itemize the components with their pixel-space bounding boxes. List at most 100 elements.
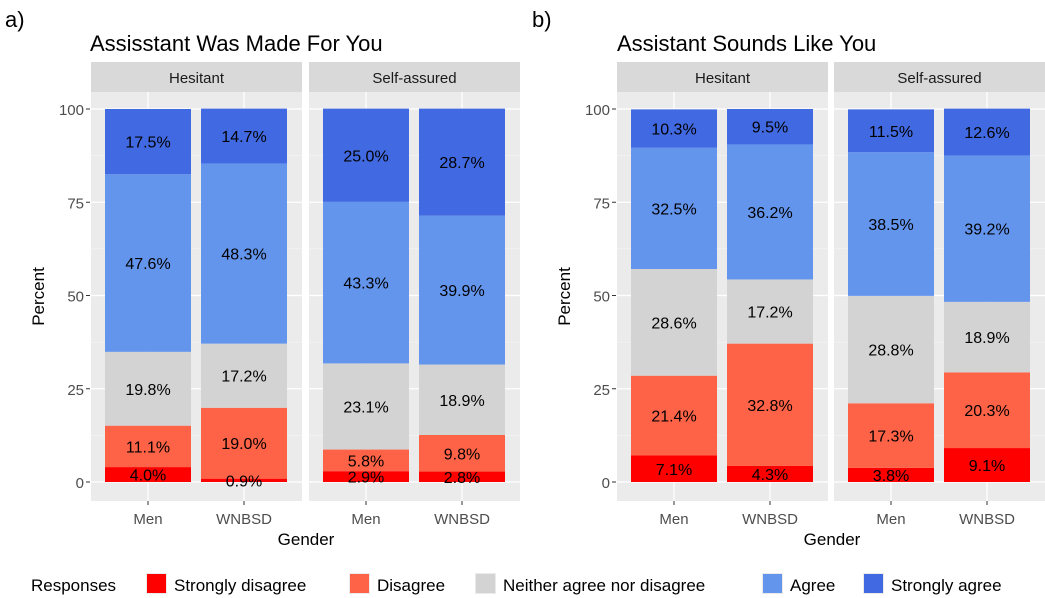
facet-strip-label: Hesitant bbox=[695, 70, 751, 87]
y-tick-label: 25 bbox=[593, 382, 610, 399]
bar-segment bbox=[944, 155, 1030, 302]
data-label: 38.5% bbox=[868, 217, 913, 234]
chart-title: Assistant Sounds Like You bbox=[617, 31, 876, 56]
y-tick-label: 100 bbox=[59, 102, 84, 119]
bar-segment bbox=[201, 343, 287, 408]
data-label: 9.1% bbox=[969, 458, 1005, 475]
legend-label: Strongly agree bbox=[891, 576, 1002, 595]
facet-self-assured: Self-assured 2.9%5.8% 23.1% 43.3% 25.0% Men 2.… bbox=[309, 62, 520, 528]
bar-segment bbox=[944, 301, 1030, 373]
data-label: 9.5% bbox=[752, 120, 788, 137]
bar-segment bbox=[201, 478, 287, 482]
bar-segment bbox=[105, 425, 191, 468]
bar-segment bbox=[848, 467, 934, 482]
bar-segment bbox=[944, 448, 1030, 482]
data-label: 12.6% bbox=[964, 125, 1009, 142]
y-tick-label: 75 bbox=[593, 195, 610, 212]
facet-strip-label: Self-assured bbox=[897, 70, 981, 87]
legend-label: Strongly disagree bbox=[174, 576, 306, 595]
bar-segment bbox=[848, 403, 934, 468]
bar-segment bbox=[419, 108, 505, 216]
data-label: 14.7% bbox=[221, 129, 266, 146]
data-label: 36.2% bbox=[747, 205, 792, 222]
data-label: 2.8% bbox=[444, 470, 480, 487]
bar-segment bbox=[419, 435, 505, 472]
bar-segment bbox=[727, 279, 813, 344]
data-label: 39.9% bbox=[439, 283, 484, 300]
x-axis-title: Gender bbox=[278, 530, 335, 549]
facet-strip-label: Self-assured bbox=[372, 70, 456, 87]
legend-swatch bbox=[147, 574, 166, 593]
facet-strip bbox=[91, 62, 302, 92]
y-tick-label: 50 bbox=[67, 289, 84, 306]
facet-hesitant: Hesitant 7.1% 21.4% 28.6% 32.5% 10.3% Men 4.3% 3… bbox=[617, 62, 828, 528]
x-tick-label: Men bbox=[351, 511, 380, 528]
panel-tag: b) bbox=[532, 7, 552, 32]
bar-segment bbox=[105, 109, 191, 175]
y-axis-title: Percent bbox=[29, 267, 48, 326]
bar-segment bbox=[419, 215, 505, 365]
facet-strip bbox=[309, 62, 520, 92]
x-tick-label: Men bbox=[133, 511, 162, 528]
legend-item: Disagree bbox=[349, 573, 445, 595]
data-label: 18.9% bbox=[964, 330, 1009, 347]
bar-segment bbox=[323, 471, 409, 482]
data-label: 4.3% bbox=[752, 467, 788, 484]
data-label: 43.3% bbox=[343, 276, 388, 293]
y-tick-label: 0 bbox=[602, 475, 610, 492]
data-label: 11.5% bbox=[869, 124, 913, 141]
bar-segment bbox=[727, 465, 813, 482]
bar-segment bbox=[323, 201, 409, 364]
bar-segment bbox=[727, 144, 813, 280]
chart-panel-a: a) Assisstant Was Made For You Percent 0 25 5… bbox=[5, 7, 520, 549]
data-label: 32.8% bbox=[747, 398, 792, 415]
bar-segment bbox=[944, 372, 1030, 449]
bar-segment bbox=[323, 108, 409, 202]
data-label: 28.8% bbox=[868, 343, 913, 360]
bar-segment bbox=[201, 407, 287, 479]
bar-segment bbox=[105, 174, 191, 352]
legend: Responses Strongly disagree Disagree Neithe… bbox=[31, 573, 1002, 595]
bar-segment bbox=[631, 269, 717, 376]
y-tick-label: 0 bbox=[76, 475, 84, 492]
bar-segment bbox=[419, 364, 505, 436]
legend-swatch bbox=[476, 574, 495, 593]
legend-item: Agree bbox=[762, 573, 835, 595]
bar-segment bbox=[323, 449, 409, 472]
bar-segment bbox=[631, 375, 717, 456]
legend-swatch bbox=[350, 574, 369, 593]
data-label: 21.4% bbox=[651, 409, 696, 426]
data-label: 25.0% bbox=[343, 148, 388, 165]
data-label: 18.9% bbox=[439, 393, 484, 410]
y-tick-label: 50 bbox=[593, 289, 610, 306]
bar-segment bbox=[631, 455, 717, 482]
data-label: 17.2% bbox=[221, 369, 266, 386]
facet-self-assured: Self-assured 3.8% 17.3% 28.8% 38.5% 11.5% Men 9… bbox=[834, 62, 1045, 528]
data-label: 5.8% bbox=[348, 453, 384, 470]
data-label: 0.9% bbox=[226, 473, 262, 490]
facet-strip bbox=[617, 62, 828, 92]
y-tick-label: 100 bbox=[585, 102, 610, 119]
legend-swatch bbox=[763, 574, 782, 593]
x-tick-label: WNBSD bbox=[959, 511, 1015, 528]
bar-segment bbox=[727, 109, 813, 145]
bar-segment bbox=[201, 108, 287, 164]
data-label: 10.3% bbox=[651, 122, 696, 139]
data-label: 7.1% bbox=[656, 462, 692, 479]
bar-segment bbox=[201, 163, 287, 344]
data-label: 2.9% bbox=[348, 470, 384, 487]
legend-title: Responses bbox=[31, 576, 116, 595]
data-label: 19.0% bbox=[221, 436, 266, 453]
data-label: 28.6% bbox=[651, 315, 696, 332]
x-tick-label: WNBSD bbox=[216, 511, 272, 528]
bar-segment bbox=[727, 343, 813, 466]
chart-panel-b: b) Assistant Sounds Like You Percent 0 25 50 7… bbox=[532, 7, 1045, 549]
x-tick-label: Men bbox=[876, 511, 905, 528]
data-label: 17.3% bbox=[868, 429, 913, 446]
x-tick-label: WNBSD bbox=[742, 511, 798, 528]
y-axis-title: Percent bbox=[555, 267, 574, 326]
y-tick-label: 75 bbox=[67, 195, 84, 212]
bar-segment bbox=[105, 467, 191, 482]
data-label: 39.2% bbox=[964, 222, 1009, 239]
